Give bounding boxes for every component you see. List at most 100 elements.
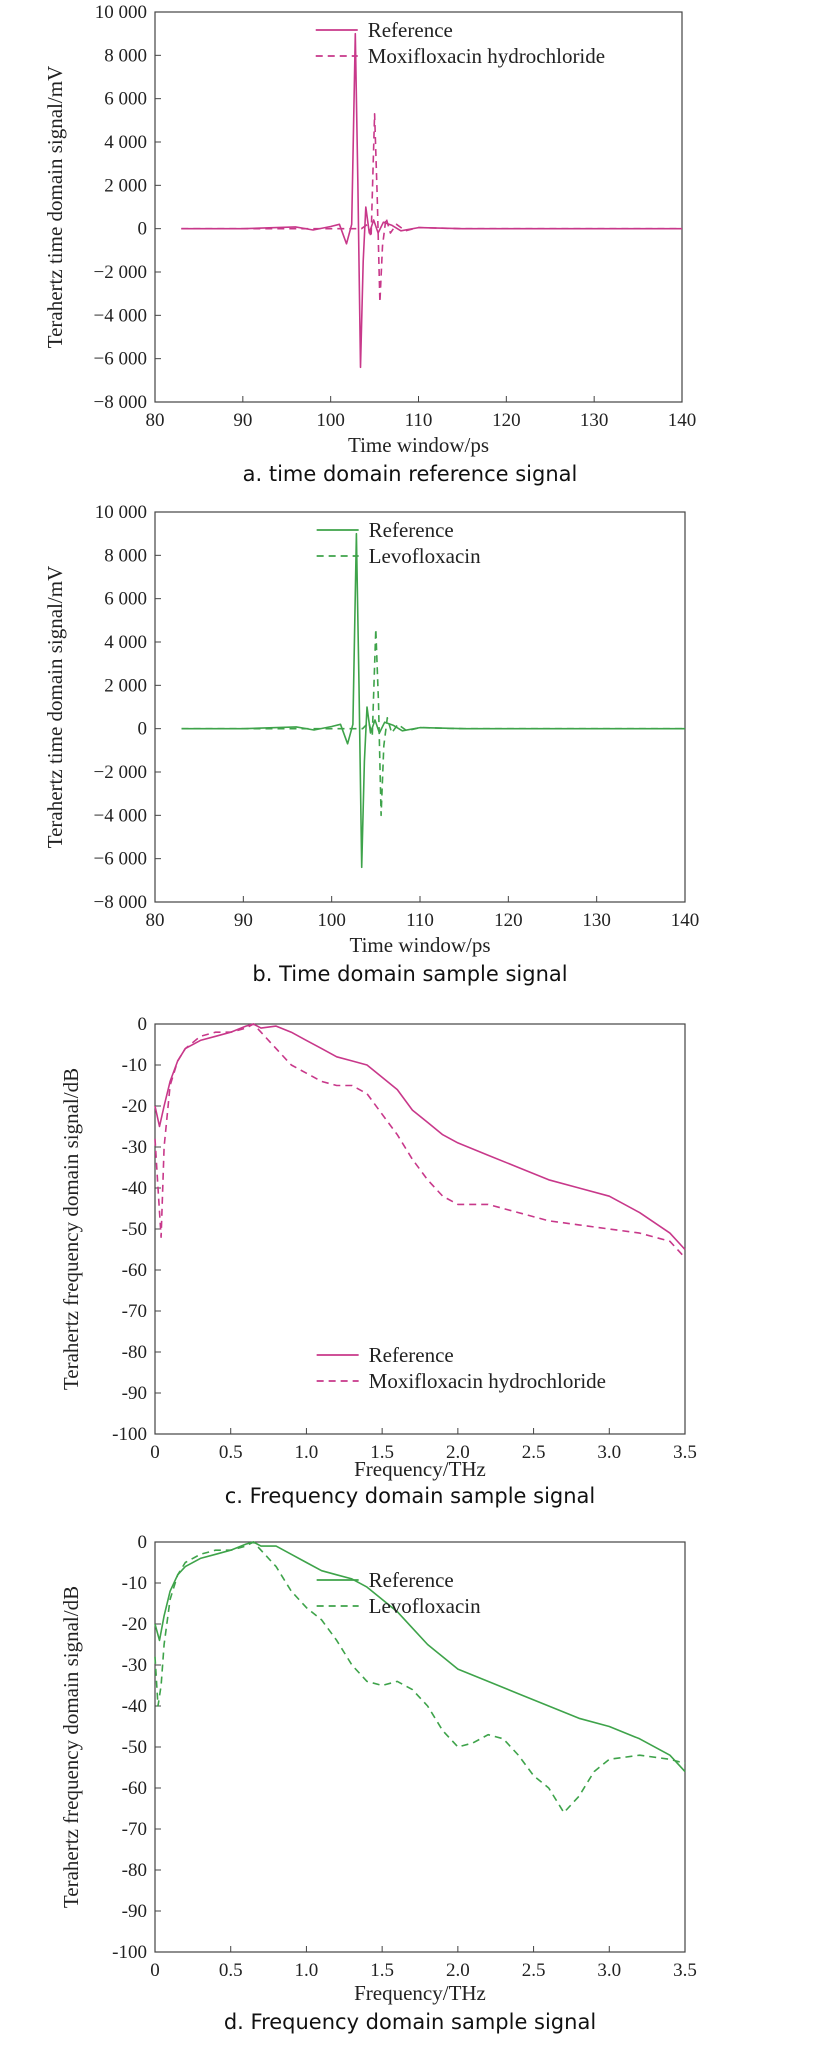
series-line-reference <box>181 32 682 369</box>
x-axis-label: Time window/ps <box>349 933 490 957</box>
y-tick-label: -90 <box>122 1383 147 1404</box>
x-tick-label: 2.0 <box>446 1442 470 1463</box>
x-axis-label: Time window/ps <box>348 433 489 457</box>
x-tick-label: 3.5 <box>673 1442 697 1463</box>
y-tick-label: -80 <box>122 1860 147 1881</box>
x-tick-label: 130 <box>580 410 609 431</box>
y-tick-label: -80 <box>122 1342 147 1363</box>
y-axis-label: Terahertz frequency domain signal/dB <box>59 1586 83 1908</box>
y-tick-label: −6 000 <box>94 849 147 870</box>
x-tick-label: 1.5 <box>370 1442 394 1463</box>
x-tick-label: 1.5 <box>370 1960 394 1981</box>
y-tick-label: 0 <box>138 219 148 240</box>
x-tick-label: 2.0 <box>446 1960 470 1981</box>
x-tick-label: 140 <box>668 410 697 431</box>
series-line-reference <box>154 1541 686 1773</box>
y-tick-label: -100 <box>112 1424 147 1445</box>
y-tick-label: 4 000 <box>104 632 147 653</box>
y-tick-label: -30 <box>122 1137 147 1158</box>
x-tick-label: 3.0 <box>597 1960 621 1981</box>
y-tick-label: 6 000 <box>104 89 147 110</box>
x-tick-label: 80 <box>146 910 165 931</box>
y-tick-label: 0 <box>138 1532 148 1553</box>
y-tick-label: −2 000 <box>94 262 147 283</box>
x-tick-label: 120 <box>494 910 523 931</box>
legend-label: Reference <box>369 518 454 542</box>
y-tick-label: -40 <box>122 1696 147 1717</box>
x-tick-label: 0 <box>150 1442 160 1463</box>
x-tick-label: 0.5 <box>219 1442 243 1463</box>
y-axis-label: Terahertz time domain signal/mV <box>43 566 67 849</box>
plot-frame <box>154 11 683 403</box>
y-tick-label: -60 <box>122 1260 147 1281</box>
x-axis-label: Frequency/THz <box>354 1981 486 2005</box>
x-tick-label: 110 <box>405 410 433 431</box>
y-tick-label: -40 <box>122 1178 147 1199</box>
chart-c: 0 0.5 1.0 1.5 2.0 2.5 3.0 3.5 0 -10 -20 -30 -40 -50 -6… <box>59 1014 697 1481</box>
y-tick-label: −4 000 <box>94 305 147 326</box>
y-axis-label: Terahertz frequency domain signal/dB <box>59 1068 83 1390</box>
caption-a: a. time domain reference signal <box>242 462 578 486</box>
series-line-sample <box>154 1541 686 1814</box>
y-tick-label: 6 000 <box>104 589 147 610</box>
x-tick-label: 2.5 <box>522 1960 546 1981</box>
chart-panel-a: 80 90 100 110 120 130 140 10 000 8 000 6 000 4 000… <box>0 0 820 490</box>
chart-b: 80 90 100 110 120 130 140 10 000 8 000 6 000 4 000… <box>43 502 700 957</box>
legend-label: Reference <box>368 18 453 42</box>
caption-d: d. Frequency domain sample signal <box>223 2010 597 2034</box>
legend-label: Levofloxacin <box>369 1594 481 1618</box>
x-tick-label: 2.5 <box>522 1442 546 1463</box>
y-tick-label: -100 <box>112 1942 147 1963</box>
x-tick-label: 130 <box>582 910 611 931</box>
series-line-sample <box>181 628 685 817</box>
x-tick-label: 1.0 <box>295 1442 319 1463</box>
y-tick-label: -10 <box>122 1055 147 1076</box>
y-tick-label: 10 000 <box>95 2 147 23</box>
series-line-reference <box>181 532 685 869</box>
y-tick-label: -50 <box>122 1737 147 1758</box>
x-tick-label: 80 <box>146 410 165 431</box>
y-tick-label: -30 <box>122 1655 147 1676</box>
y-tick-label: 0 <box>138 719 148 740</box>
y-tick-label: −8 000 <box>94 392 147 413</box>
y-tick-label: -20 <box>122 1096 147 1117</box>
x-tick-label: 90 <box>234 910 253 931</box>
legend-label: Levofloxacin <box>369 544 481 568</box>
y-tick-label: -70 <box>122 1819 147 1840</box>
y-tick-label: -50 <box>122 1219 147 1240</box>
y-tick-label: −8 000 <box>94 892 147 913</box>
y-tick-label: 2 000 <box>104 175 147 196</box>
y-tick-label: 0 <box>138 1014 148 1035</box>
x-tick-label: 100 <box>317 910 346 931</box>
y-tick-label: −2 000 <box>94 762 147 783</box>
x-axis-label: Frequency/THz <box>354 1457 486 1481</box>
x-tick-label: 1.0 <box>295 1960 319 1981</box>
chart-panel-d: 0 0.5 1.0 1.5 2.0 2.5 3.0 3.5 0 -10 -20 -30 -40 -50 -6… <box>0 1528 820 2048</box>
y-tick-label: -60 <box>122 1778 147 1799</box>
y-tick-label: 10 000 <box>95 502 147 523</box>
y-tick-label: 2 000 <box>104 675 147 696</box>
y-tick-label: −4 000 <box>94 805 147 826</box>
series-line-reference <box>154 1023 686 1251</box>
legend-label: Reference <box>369 1343 454 1367</box>
caption-b: b. Time domain sample signal <box>252 962 568 986</box>
y-tick-label: -70 <box>122 1301 147 1322</box>
x-tick-label: 110 <box>406 910 434 931</box>
legend-label: Moxifloxacin hydrochloride <box>369 1369 606 1393</box>
y-tick-label: 8 000 <box>104 45 147 66</box>
x-tick-label: 0.5 <box>219 1960 243 1981</box>
x-tick-label: 0 <box>150 1960 160 1981</box>
x-tick-label: 3.5 <box>673 1960 697 1981</box>
x-tick-label: 90 <box>233 410 252 431</box>
chart-panel-c: 0 0.5 1.0 1.5 2.0 2.5 3.0 3.5 0 -10 -20 -30 -40 -50 -6… <box>0 1010 820 1520</box>
y-tick-label: -10 <box>122 1573 147 1594</box>
plot-frame <box>154 511 686 903</box>
chart-a: 80 90 100 110 120 130 140 10 000 8 000 6 000 4 000… <box>43 2 697 457</box>
x-tick-label: 120 <box>492 410 521 431</box>
x-tick-label: 140 <box>671 910 700 931</box>
y-tick-label: 4 000 <box>104 132 147 153</box>
legend-label: Moxifloxacin hydrochloride <box>368 44 605 68</box>
chart-d: 0 0.5 1.0 1.5 2.0 2.5 3.0 3.5 0 -10 -20 -30 -40 -50 -6… <box>59 1532 697 2005</box>
caption-c: c. Frequency domain sample signal <box>224 1484 596 1508</box>
x-tick-label: 3.0 <box>597 1442 621 1463</box>
